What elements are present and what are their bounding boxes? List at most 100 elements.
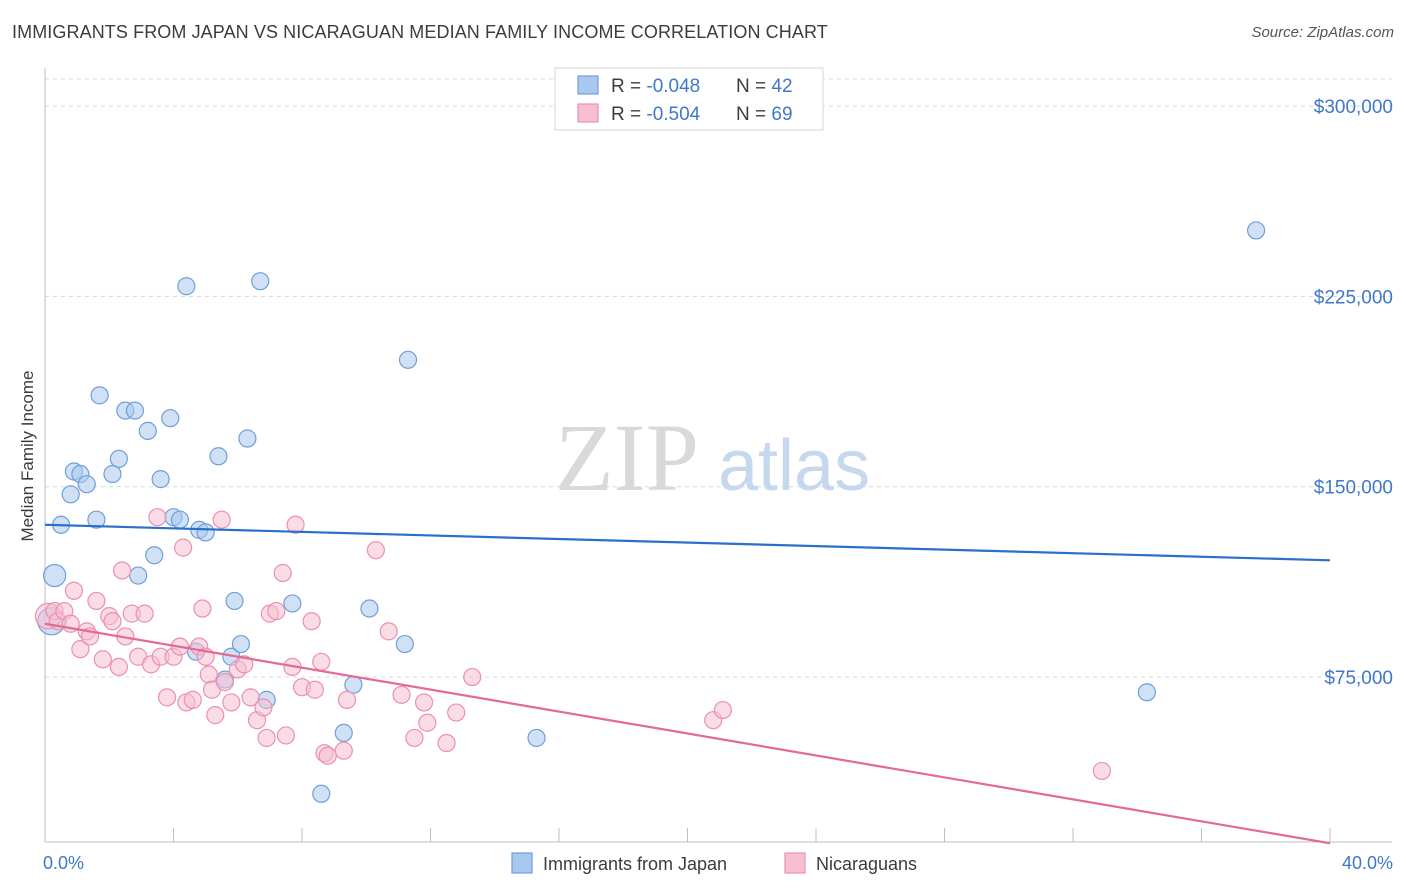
point-japan-3 <box>61 485 80 504</box>
legend-n-value-nicaraguans: 69 <box>771 104 792 125</box>
point-japan-38 <box>527 728 546 748</box>
point-nicaraguans-29 <box>193 599 212 618</box>
point-nicaraguans-38 <box>235 655 254 674</box>
trend-line-nicaraguans <box>44 622 1331 845</box>
point-nicaraguans-36 <box>222 693 241 712</box>
watermark-atlas: atlas <box>718 426 870 506</box>
point-japan-20 <box>177 277 196 296</box>
point-japan-13 <box>129 566 148 585</box>
point-japan-37 <box>398 350 418 369</box>
point-nicaraguans-60 <box>414 693 434 712</box>
point-nicaraguans-31 <box>199 665 218 684</box>
point-japan-40 <box>1247 221 1266 240</box>
point-japan-35 <box>360 599 379 618</box>
point-japan-15 <box>145 546 164 565</box>
point-japan-26 <box>225 591 244 611</box>
point-nicaraguans-45 <box>273 563 292 583</box>
point-nicaraguans-33 <box>206 706 225 725</box>
legend-r-label-nicaraguans: R = <box>611 104 646 125</box>
trend-lines <box>44 523 1331 845</box>
y-tick-label-3: $300,000 <box>1314 97 1393 118</box>
point-nicaraguans-13 <box>109 657 128 676</box>
legend-n-label-japan: N = <box>736 76 771 97</box>
legend-bottom-label-nicaraguans: Nicaraguans <box>816 854 917 874</box>
point-nicaraguans-57 <box>379 622 398 641</box>
point-japan-14 <box>138 421 157 440</box>
legend-r-value-japan: -0.048 <box>646 76 700 97</box>
point-japan-1 <box>42 563 67 588</box>
y-tick-label-0: $75,000 <box>1324 668 1393 689</box>
point-nicaraguans-53 <box>318 746 337 765</box>
chart-title: IMMIGRANTS FROM JAPAN VS NICARAGUAN MEDI… <box>12 22 828 42</box>
legend-swatch-nicaraguans <box>577 103 599 123</box>
point-nicaraguans-35 <box>215 673 234 692</box>
point-japan-23 <box>196 523 215 542</box>
point-japan-9 <box>103 464 122 484</box>
legend-bottom: Immigrants from Japan Nicaraguans <box>511 852 917 874</box>
point-nicaraguans-25 <box>174 538 193 557</box>
point-nicaraguans-5 <box>64 581 84 600</box>
point-japan-33 <box>334 723 353 742</box>
source-label: Source: ZipAtlas.com <box>1251 24 1394 41</box>
point-nicaraguans-67 <box>1092 761 1112 781</box>
point-nicaraguans-41 <box>254 698 273 717</box>
point-japan-19 <box>170 510 190 529</box>
point-nicaraguans-66 <box>713 700 732 720</box>
svg-text:R = -0.048: R = -0.048 <box>611 76 700 97</box>
point-nicaraguans-12 <box>103 612 122 631</box>
x-tick-labels: 0.0% 40.0% <box>43 853 1393 873</box>
point-nicaraguans-34 <box>212 510 231 529</box>
y-axis-label: Median Family Income <box>18 370 37 541</box>
point-nicaraguans-54 <box>334 741 353 760</box>
point-japan-8 <box>90 386 109 405</box>
point-japan-17 <box>161 409 180 428</box>
point-japan-31 <box>283 594 302 613</box>
point-nicaraguans-50 <box>305 680 324 699</box>
point-japan-24 <box>209 447 228 466</box>
point-nicaraguans-55 <box>337 690 357 709</box>
point-nicaraguans-42 <box>257 728 276 748</box>
svg-text:N = 42: N = 42 <box>736 76 793 97</box>
point-nicaraguans-58 <box>392 685 411 704</box>
legend-bottom-label-japan: Immigrants from Japan <box>543 854 727 874</box>
point-japan-12 <box>125 401 145 420</box>
point-nicaraguans-10 <box>93 650 112 669</box>
point-nicaraguans-56 <box>366 541 385 560</box>
point-japan-7 <box>87 510 106 529</box>
legend-bottom-swatch-nicaraguans <box>784 852 806 874</box>
gridlines <box>45 78 1392 678</box>
point-japan-36 <box>395 634 414 654</box>
point-japan-39 <box>1137 683 1156 702</box>
axes <box>44 68 1392 843</box>
legend-r-value-nicaraguans: -0.504 <box>646 104 700 125</box>
point-japan-29 <box>251 272 270 291</box>
point-nicaraguans-47 <box>286 515 305 534</box>
point-nicaraguans-18 <box>135 604 154 623</box>
y-tick-labels: $75,000 $150,000 $225,000 $300,000 <box>1314 97 1393 689</box>
point-japan-28 <box>238 429 257 448</box>
y-tick-label-2: $225,000 <box>1314 287 1393 308</box>
point-nicaraguans-14 <box>112 561 132 580</box>
trend-line-japan <box>44 523 1331 562</box>
point-nicaraguans-44 <box>267 601 286 621</box>
point-nicaraguans-51 <box>312 652 331 671</box>
point-nicaraguans-64 <box>463 667 482 687</box>
point-nicaraguans-61 <box>418 713 437 732</box>
svg-text:N = 69: N = 69 <box>736 104 793 125</box>
point-nicaraguans-63 <box>447 703 466 722</box>
legend-top: R = -0.048 N = 42 R = -0.504 N = 69 <box>554 67 824 131</box>
point-japan-6 <box>77 475 96 494</box>
point-nicaraguans-6 <box>71 640 90 659</box>
point-japan-27 <box>231 634 251 654</box>
point-japan-32 <box>312 784 331 803</box>
point-nicaraguans-59 <box>405 728 424 748</box>
legend-bottom-swatch-japan <box>511 852 533 874</box>
point-nicaraguans-20 <box>148 508 167 527</box>
x-tick-label-1: 40.0% <box>1342 853 1393 873</box>
point-nicaraguans-46 <box>276 726 296 745</box>
point-japan-10 <box>109 449 128 468</box>
legend-n-value-japan: 42 <box>771 76 792 97</box>
point-nicaraguans-27 <box>183 690 202 709</box>
point-japan-16 <box>151 470 170 489</box>
